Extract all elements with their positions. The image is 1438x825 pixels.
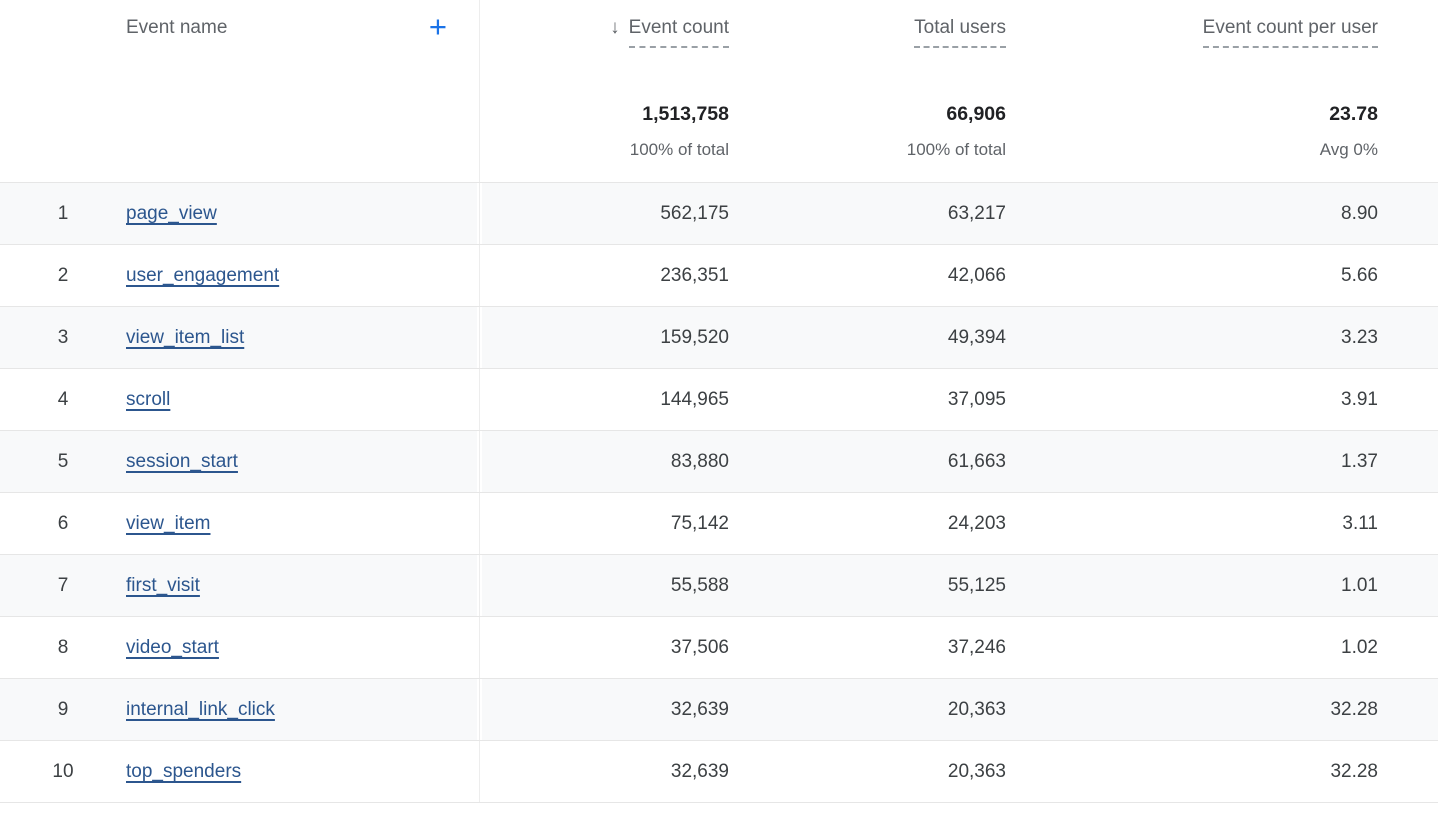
- total-users-cell: 24,203: [947, 512, 1006, 534]
- add-comparison-button[interactable]: +: [428, 9, 447, 44]
- table-row: 1 page_view 562,175 63,217 8.90: [0, 182, 1438, 244]
- column-divider: [477, 493, 482, 554]
- event-count-cell: 75,142: [670, 512, 729, 534]
- table-row: 2 user_engagement 236,351 42,066 5.66: [0, 244, 1438, 306]
- column-divider: [477, 307, 482, 368]
- event-count-cell: 236,351: [660, 264, 729, 286]
- event-count-cell: 32,639: [670, 698, 729, 720]
- row-index: 6: [57, 512, 69, 534]
- event-name-link[interactable]: scroll: [126, 388, 171, 410]
- event-count-per-user-cell: 3.91: [1341, 388, 1378, 410]
- event-count-per-user-cell: 1.01: [1341, 574, 1378, 596]
- event-name-link[interactable]: first_visit: [126, 574, 200, 596]
- total-users-cell: 37,095: [947, 388, 1006, 410]
- column-divider: [477, 617, 482, 678]
- table-row: 9 internal_link_click 32,639 20,363 32.2…: [0, 678, 1438, 740]
- column-divider: [477, 369, 482, 430]
- event-count-header-label-wrap: ↓ Event count: [610, 16, 729, 48]
- event-count-per-user-cell: 32.28: [1330, 698, 1378, 720]
- event-name-link[interactable]: view_item: [126, 512, 211, 534]
- total-event-count-per-user: 23.78: [1329, 103, 1378, 125]
- row-index: 1: [57, 202, 69, 224]
- event-count-per-user-cell: 32.28: [1330, 760, 1378, 782]
- event-count-cell: 159,520: [660, 326, 729, 348]
- total-users-cell: 37,246: [947, 636, 1006, 658]
- column-divider: [477, 679, 482, 740]
- row-index: 7: [57, 574, 69, 596]
- column-header-event-count-per-user[interactable]: Event count per user 23.78 Avg 0%: [1006, 0, 1378, 182]
- total-users-cell: 42,066: [947, 264, 1006, 286]
- row-index: 8: [57, 636, 69, 658]
- column-divider: [477, 245, 482, 306]
- total-users-cell: 20,363: [947, 760, 1006, 782]
- table-row: 8 video_start 37,506 37,246 1.02: [0, 616, 1438, 678]
- total-users-header-label-wrap: Total users: [914, 16, 1006, 48]
- events-report-table: Event name + ↓ Event count 1,513,758 100…: [0, 0, 1438, 803]
- column-header-label: Total users: [914, 16, 1006, 48]
- row-index: 2: [57, 264, 69, 286]
- row-index: 5: [57, 450, 69, 472]
- column-header-total-users[interactable]: Total users 66,906 100% of total: [729, 0, 1006, 182]
- event-name-link[interactable]: video_start: [126, 636, 219, 658]
- table-row: 3 view_item_list 159,520 49,394 3.23: [0, 306, 1438, 368]
- column-header-event-name[interactable]: Event name: [126, 17, 228, 38]
- column-divider: [477, 741, 482, 802]
- event-count-per-user-cell: 1.37: [1341, 450, 1378, 472]
- total-event-count-caption: 100% of total: [629, 140, 729, 159]
- row-index: 9: [57, 698, 69, 720]
- column-divider: [477, 431, 482, 492]
- event-name-link[interactable]: top_spenders: [126, 760, 242, 782]
- event-name-link[interactable]: page_view: [126, 202, 217, 224]
- column-divider: [477, 555, 482, 616]
- table-row: 7 first_visit 55,588 55,125 1.01: [0, 554, 1438, 616]
- event-count-per-user-cell: 8.90: [1341, 202, 1378, 224]
- row-index: 4: [57, 388, 69, 410]
- total-users-cell: 20,363: [947, 698, 1006, 720]
- event-count-per-user-cell: 3.23: [1341, 326, 1378, 348]
- column-divider: [477, 0, 482, 182]
- event-count-cell: 55,588: [670, 574, 729, 596]
- column-divider: [477, 183, 482, 244]
- event-name-link[interactable]: session_start: [126, 450, 238, 472]
- sort-descending-icon: ↓: [610, 17, 620, 38]
- total-users-cell: 49,394: [947, 326, 1006, 348]
- column-header-label: Event count: [628, 16, 729, 48]
- column-header-label: Event count per user: [1202, 16, 1378, 48]
- metric-headers-section: ↓ Event count 1,513,758 100% of total To…: [482, 0, 1438, 182]
- total-total-users-caption: 100% of total: [906, 140, 1006, 159]
- table-row: 10 top_spenders 32,639 20,363 32.28: [0, 740, 1438, 802]
- event-count-cell: 562,175: [660, 202, 729, 224]
- row-index: 10: [52, 760, 74, 782]
- event-count-per-user-cell: 5.66: [1341, 264, 1378, 286]
- total-total-users: 66,906: [946, 103, 1006, 125]
- event-count-per-user-cell: 3.11: [1342, 512, 1378, 534]
- total-users-cell: 63,217: [947, 202, 1006, 224]
- table-row: 6 view_item 75,142 24,203 3.11: [0, 492, 1438, 554]
- column-header-event-count[interactable]: ↓ Event count 1,513,758 100% of total: [482, 0, 729, 182]
- event-count-per-user-cell: 1.02: [1341, 636, 1378, 658]
- event-count-per-user-header-label-wrap: Event count per user: [1202, 16, 1378, 48]
- event-count-cell: 32,639: [670, 760, 729, 782]
- event-count-cell: 144,965: [660, 388, 729, 410]
- row-index: 3: [57, 326, 69, 348]
- table-body: 1 page_view 562,175 63,217 8.90 2 user_e…: [0, 182, 1438, 803]
- total-event-count-per-user-caption: Avg 0%: [1319, 140, 1378, 159]
- total-users-cell: 61,663: [947, 450, 1006, 472]
- event-count-cell: 83,880: [670, 450, 729, 472]
- event-count-cell: 37,506: [670, 636, 729, 658]
- table-header: Event name + ↓ Event count 1,513,758 100…: [0, 0, 1438, 182]
- dimension-header-section: Event name +: [0, 0, 477, 182]
- event-name-link[interactable]: view_item_list: [126, 326, 245, 348]
- total-users-cell: 55,125: [947, 574, 1006, 596]
- total-event-count: 1,513,758: [642, 103, 729, 125]
- table-row: 5 session_start 83,880 61,663 1.37: [0, 430, 1438, 492]
- event-name-link[interactable]: user_engagement: [126, 264, 280, 286]
- table-row: 4 scroll 144,965 37,095 3.91: [0, 368, 1438, 430]
- event-name-link[interactable]: internal_link_click: [126, 698, 275, 720]
